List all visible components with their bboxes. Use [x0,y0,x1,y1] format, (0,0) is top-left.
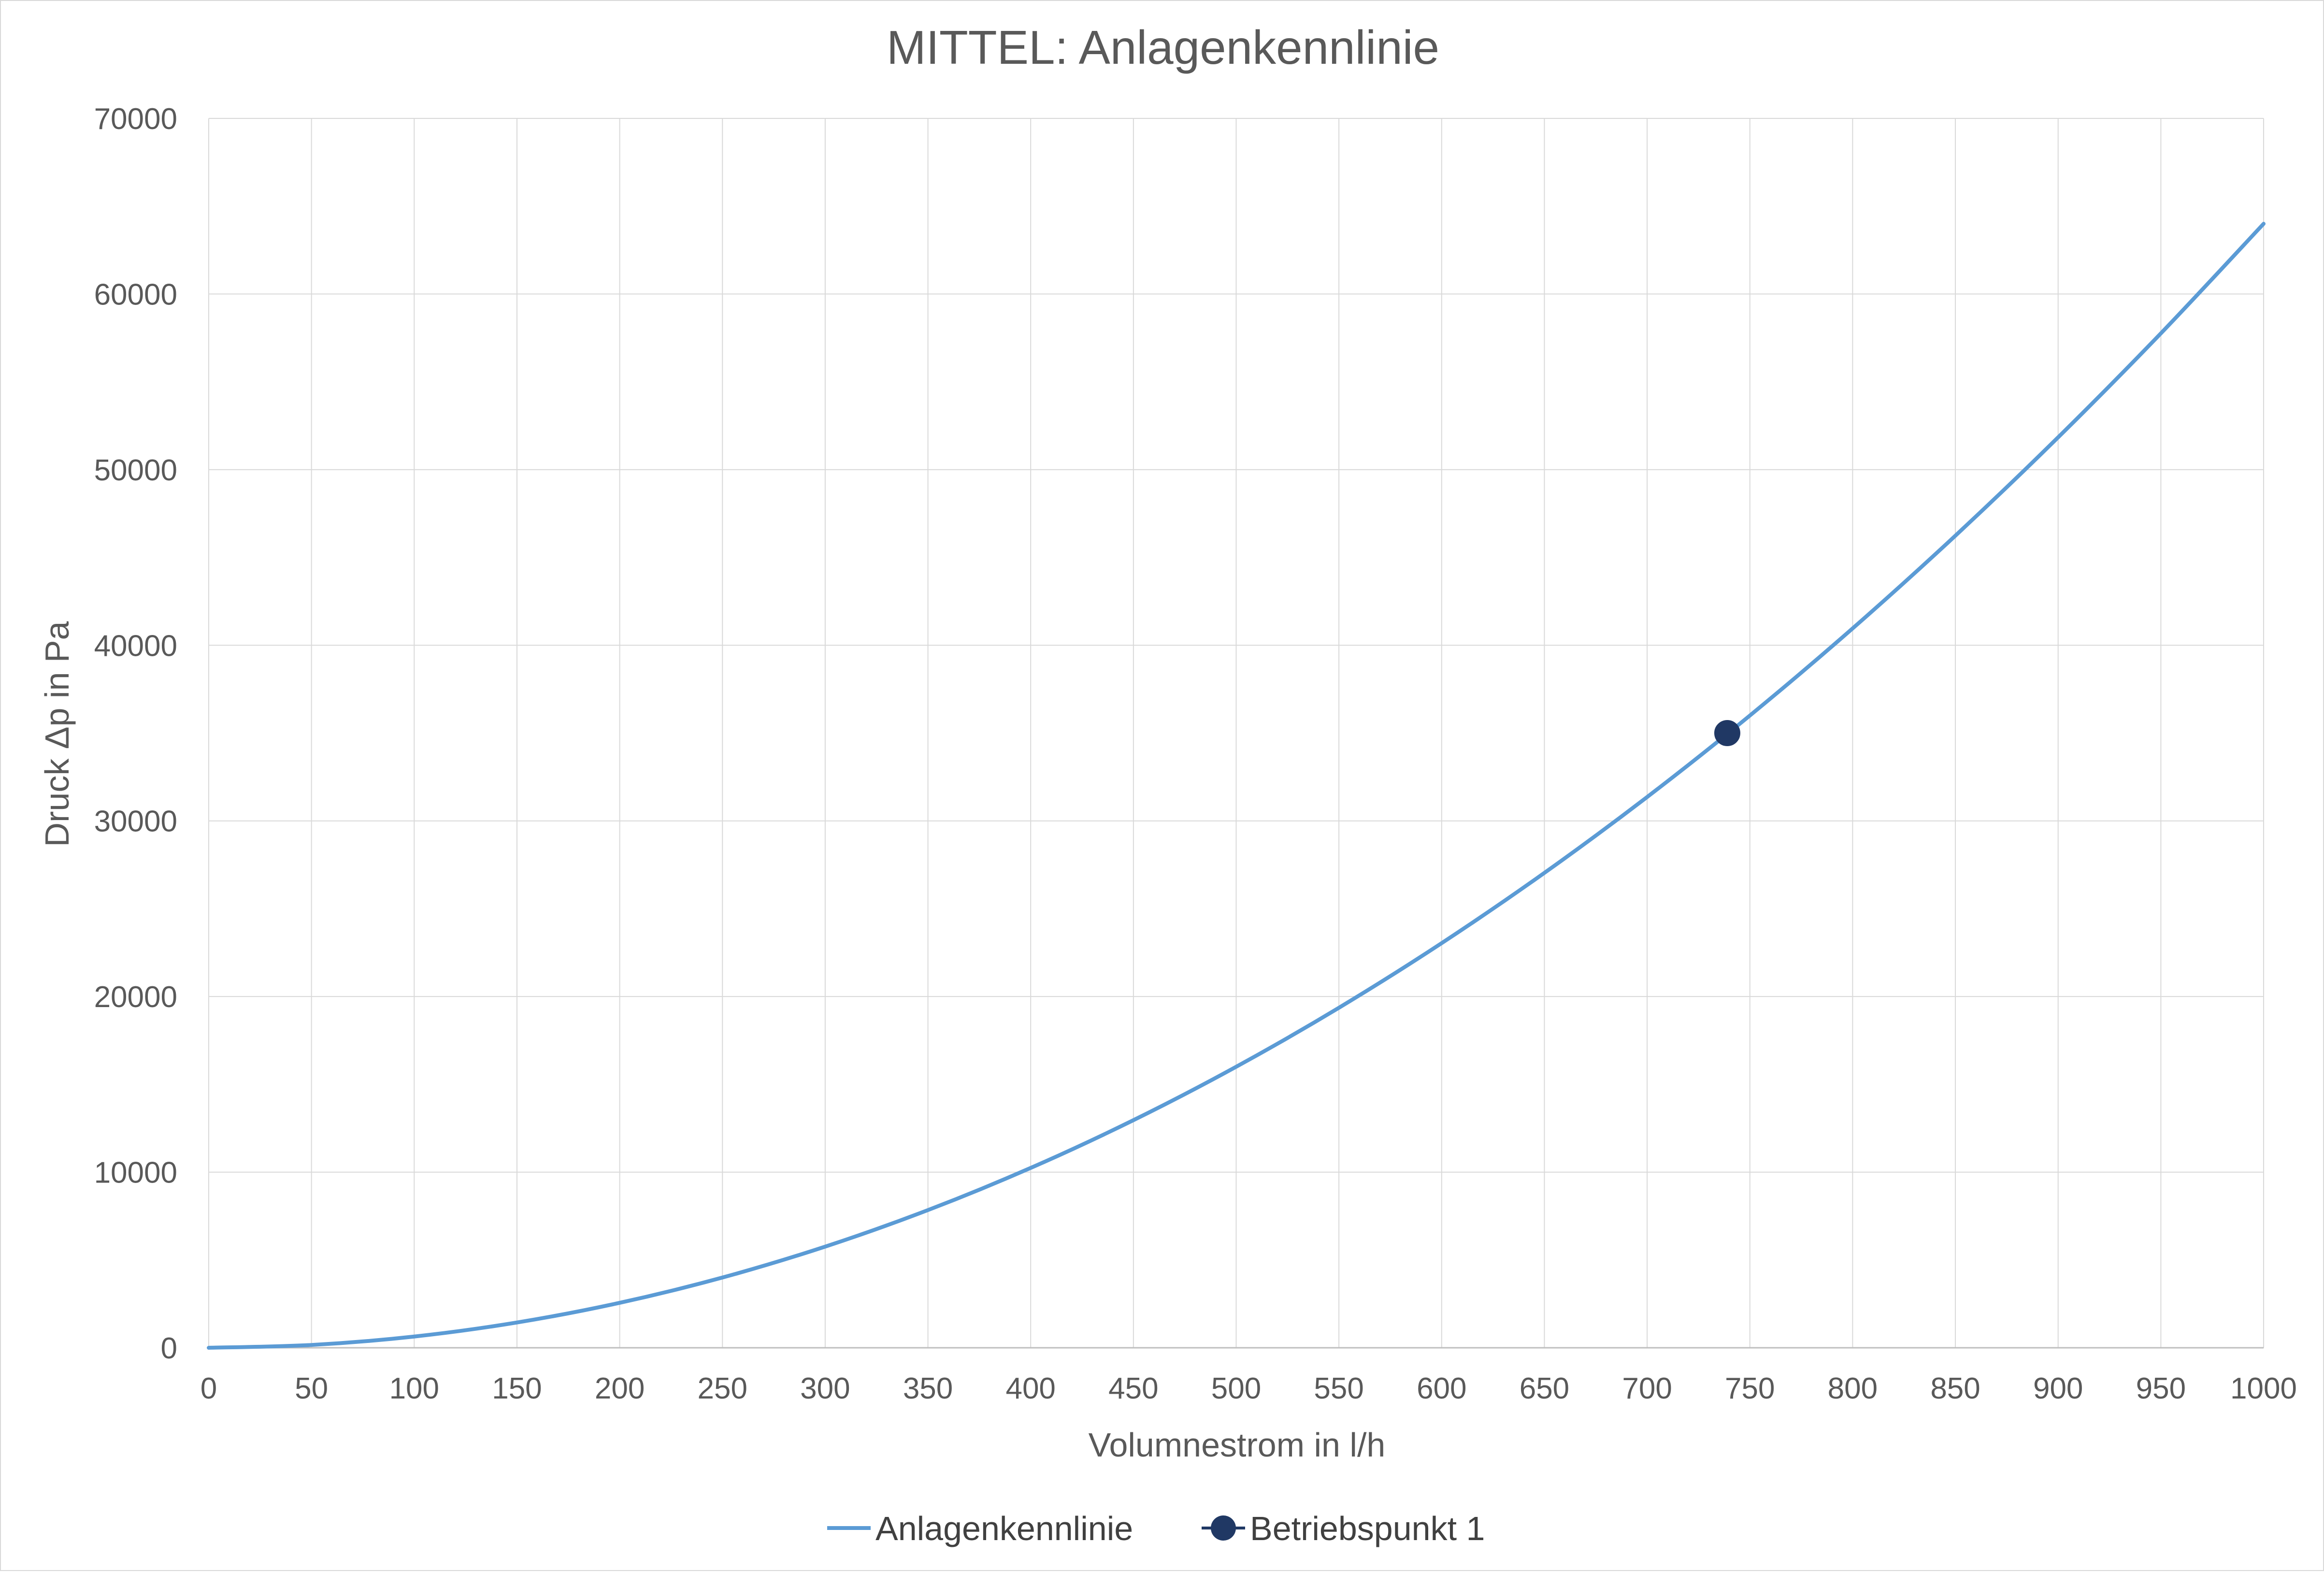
x-tick-label: 0 [201,1372,217,1405]
series-layer [207,222,2266,1350]
y-tick-label: 60000 [94,278,177,311]
x-tick-label: 50 [295,1372,328,1405]
x-tick-label: 750 [1725,1372,1775,1405]
x-tick-label: 100 [389,1372,439,1405]
x-tick-label: 550 [1314,1372,1363,1405]
x-tick-label: 700 [1622,1372,1672,1405]
y-tick-label: 10000 [94,1156,177,1190]
x-tick-label: 450 [1108,1372,1158,1405]
x-tick-label: 150 [492,1372,542,1405]
y-tick-label: 30000 [94,805,177,838]
x-tick-label: 800 [1828,1372,1878,1405]
x-tick-label: 350 [903,1372,953,1405]
x-tick-label: 200 [595,1372,645,1405]
y-tick-label: 20000 [94,981,177,1014]
y-tick-label: 40000 [94,629,177,663]
x-tick-label: 500 [1211,1372,1261,1405]
axis-layer [208,118,2264,1349]
x-tick-label: 400 [1005,1372,1055,1405]
x-tick-label: 250 [698,1372,747,1405]
x-tick-label: 1000 [2230,1372,2297,1405]
x-tick-label: 650 [1520,1372,1569,1405]
x-tick-label: 900 [2033,1372,2083,1405]
data-point-betriebspunkt-1 [1714,720,1740,746]
y-tick-label: 50000 [94,454,177,487]
x-tick-label: 850 [1930,1372,1980,1405]
grid-layer [209,118,2264,1348]
legend-swatch-marker-betriebspunkt-1 [1211,1515,1236,1541]
chart-title: MITTEL: Anlagenkennlinie [887,21,1439,74]
legend-label-betriebspunkt-1: Betriebspunkt 1 [1250,1510,1485,1547]
x-tick-label: 300 [800,1372,850,1405]
y-tick-label: 70000 [94,102,177,136]
tick-layer: 0 50 100 150 200 250 300 350 400 450 500 550 600 650 7… [94,102,2297,1405]
y-tick-label: 0 [161,1332,177,1365]
x-tick-label: 950 [2136,1372,2186,1405]
series-line-anlagenkennlinie [207,222,2266,1350]
legend-label-anlagenkennlinie: Anlagenkennlinie [875,1510,1133,1547]
x-tick-label: 600 [1417,1372,1466,1405]
y-axis-title: Druck Δp in Pa [38,621,76,847]
legend: Anlagenkennlinie Betriebspunkt 1 [827,1510,1485,1547]
x-axis-title: Volumnestrom in l/h [1089,1426,1386,1464]
